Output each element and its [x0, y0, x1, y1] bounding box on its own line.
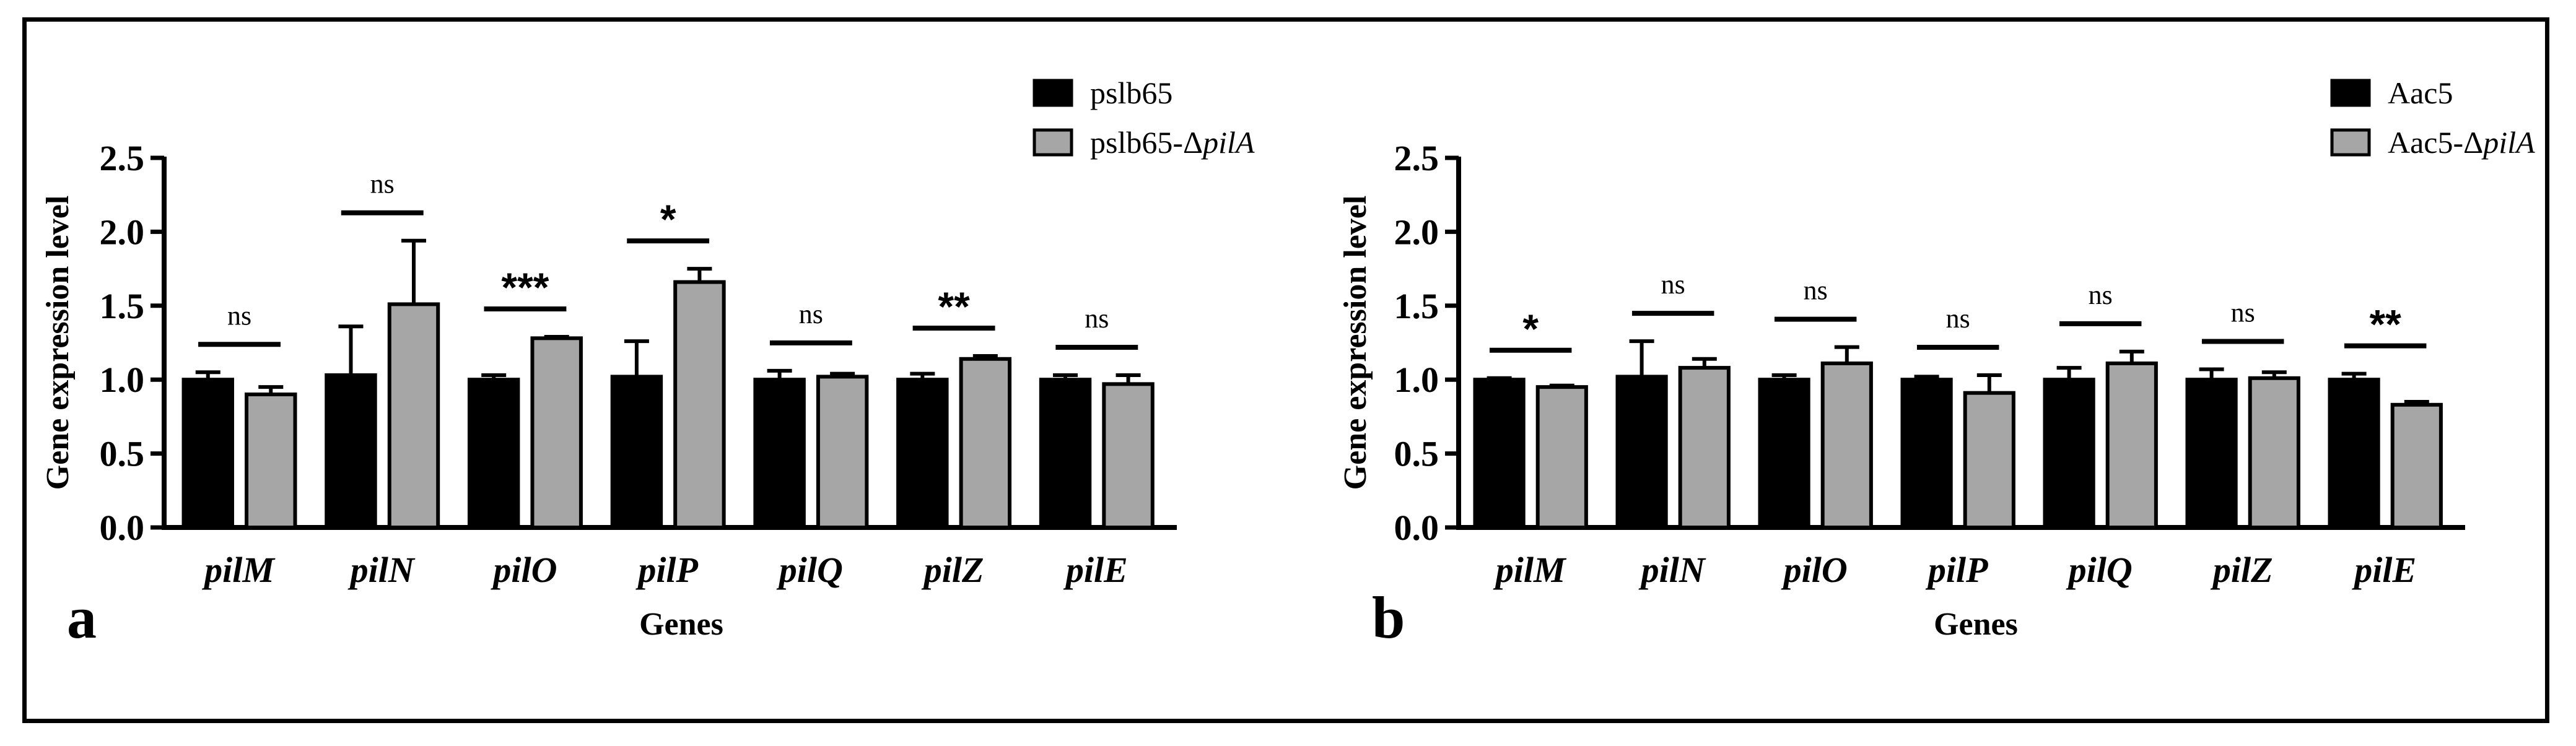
legend-swatch-control — [2330, 79, 2371, 107]
significance-label: ns — [1946, 303, 1970, 334]
bar-control-pilE — [2328, 378, 2380, 530]
y-tick-label: 2.0 — [100, 212, 145, 252]
category-label-pilO: pilO — [490, 550, 557, 590]
x-axis-title: Genes — [1934, 607, 2018, 642]
significance-label: ns — [1804, 275, 1828, 306]
y-tick-label: 1.0 — [1394, 360, 1439, 400]
legend-label-mutant: Aac5-ΔpilA — [2388, 125, 2535, 160]
bar-mutant-pilM — [245, 393, 297, 530]
category-label-pilP: pilP — [1925, 550, 1988, 590]
category-label-pilZ: pilZ — [921, 550, 984, 590]
y-tick-label: 2.5 — [100, 138, 145, 178]
bar-mutant-pilN — [1678, 366, 1731, 529]
category-label-pilM: pilM — [1493, 550, 1567, 590]
panel-b-chart: 0.0 0.5 1.0 1.5 2.0 2.5 Gene expression level G… — [1338, 76, 2535, 651]
bar-control-pilP — [1900, 378, 1953, 530]
legend-label-mutant-prefix: Aac5-Δ — [2388, 125, 2483, 160]
bar-mutant-pilP — [673, 280, 726, 529]
y-tick-label: 0.0 — [1394, 508, 1439, 548]
y-tick-label: 0.5 — [100, 434, 145, 474]
bar-control-pilP — [610, 375, 663, 530]
bar-mutant-pilE — [1102, 382, 1155, 530]
significance-label: ** — [938, 284, 970, 329]
bar-mutant-pilO — [530, 336, 583, 529]
category-label-pilM: pilM — [201, 550, 276, 590]
bar-control-pilM — [181, 378, 234, 530]
bar-control-pilZ — [2185, 378, 2238, 530]
bar-mutant-pilP — [1963, 391, 2015, 530]
legend-swatch-control — [1033, 79, 1073, 107]
bar-control-pilO — [1758, 378, 1810, 530]
legend-label-control: Aac5 — [2388, 76, 2453, 110]
category-label-pilE: pilE — [2351, 550, 2416, 590]
significance-label: ns — [1085, 303, 1109, 334]
bar-control-pilE — [1039, 378, 1092, 530]
significance-label: ns — [2089, 280, 2113, 310]
y-tick-label: 1.0 — [100, 360, 145, 400]
legend-label-control: pslb65 — [1090, 76, 1172, 110]
category-label-pilQ: pilQ — [776, 550, 843, 590]
y-tick-label: 2.5 — [1394, 138, 1439, 178]
bar-mutant-pilO — [1820, 361, 1873, 529]
significance-label: ns — [370, 169, 395, 199]
bar-mutant-pilZ — [959, 357, 1012, 529]
legend-label-mutant-gene: pilA — [1201, 125, 1255, 160]
significance-label: ns — [799, 299, 823, 329]
y-tick-label: 0.5 — [1394, 434, 1439, 474]
bar-control-pilQ — [753, 378, 806, 530]
legend-label-mutant-prefix: pslb65-Δ — [1090, 125, 1203, 160]
panel-letter: b — [1372, 584, 1405, 651]
category-label-pilP: pilP — [635, 550, 698, 590]
category-label-pilZ: pilZ — [2210, 550, 2273, 590]
y-tick-label: 1.5 — [1394, 286, 1439, 326]
significance-label: *** — [501, 264, 549, 310]
category-label-pilQ: pilQ — [2066, 550, 2133, 590]
bar-control-pilN — [1615, 375, 1668, 530]
legend-label-mutant: pslb65-ΔpilA — [1090, 125, 1255, 160]
legend-swatch-mutant — [1033, 128, 1073, 157]
bar-control-pilN — [325, 373, 377, 530]
y-tick-label: 0.0 — [100, 508, 145, 548]
significance-label: ns — [227, 300, 251, 331]
bar-mutant-pilQ — [2105, 361, 2158, 529]
legend-swatch-mutant — [2330, 128, 2371, 157]
significance-label: ** — [2370, 301, 2402, 347]
category-label-pilN: pilN — [347, 550, 416, 590]
legend-label-mutant-gene: pilA — [2481, 125, 2535, 160]
bar-mutant-pilM — [1535, 385, 1588, 530]
category-label-pilE: pilE — [1063, 550, 1128, 590]
panel-letter: a — [67, 584, 97, 651]
y-axis-title: Gene expression level — [1338, 196, 1373, 490]
bar-control-pilM — [1473, 378, 1526, 530]
significance-label: ns — [1661, 269, 1685, 300]
y-tick-label: 1.5 — [100, 286, 145, 326]
significance-label: * — [660, 196, 676, 242]
significance-label: ns — [2231, 297, 2255, 327]
significance-label: * — [1522, 306, 1539, 352]
bar-control-pilZ — [896, 378, 949, 530]
category-label-pilO: pilO — [1781, 550, 1848, 590]
x-axis-title: Genes — [639, 607, 723, 642]
y-tick-label: 2.0 — [1394, 212, 1439, 252]
bar-mutant-pilN — [387, 302, 440, 529]
bar-control-pilO — [467, 378, 520, 530]
bar-mutant-pilE — [2390, 402, 2443, 530]
y-axis-title: Gene expression level — [40, 196, 76, 490]
bar-control-pilQ — [2043, 378, 2095, 530]
bar-mutant-pilZ — [2248, 376, 2300, 530]
panel-a-chart: 0.0 0.5 1.0 1.5 2.0 2.5 Gene expression level G… — [40, 76, 1255, 651]
category-label-pilN: pilN — [1638, 550, 1706, 590]
bar-mutant-pilQ — [816, 375, 869, 530]
